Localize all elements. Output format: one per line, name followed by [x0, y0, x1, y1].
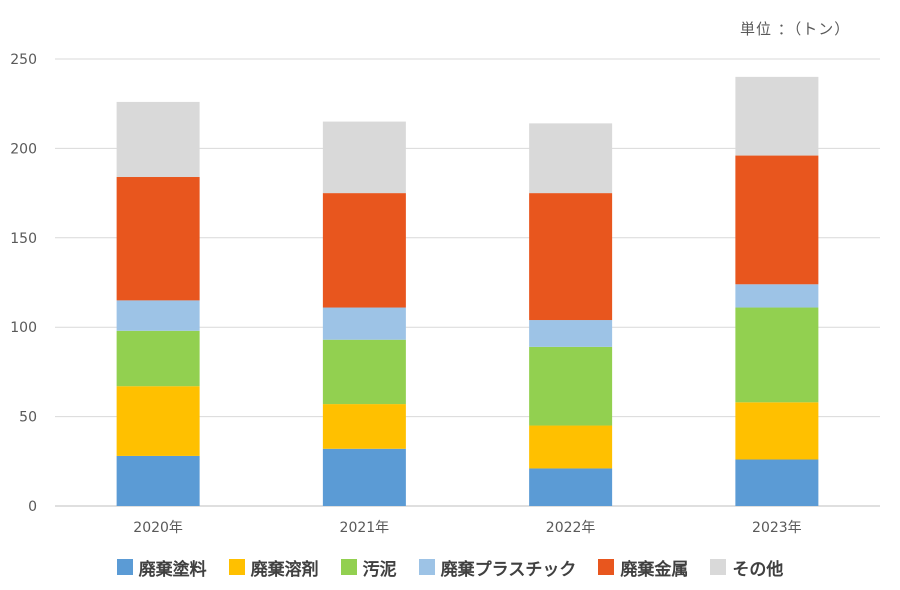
legend-swatch	[598, 559, 615, 575]
legend-label: 廃棄金属	[620, 559, 689, 580]
legend-swatch	[228, 559, 245, 575]
x-tick-label: 2022年	[546, 520, 596, 536]
bar-segment	[735, 307, 819, 403]
bar-segment	[116, 386, 200, 456]
bar-segment	[529, 346, 613, 426]
unit-label: 単位 ：（トン）	[740, 20, 851, 38]
legend: 廃棄塗料 廃棄溶剤 汚泥 廃棄プラスチック 廃棄金属 その他	[0, 554, 900, 580]
legend-label: 汚泥	[362, 559, 397, 580]
legend-item: 汚泥	[340, 555, 397, 580]
legend-item: その他	[710, 555, 783, 580]
bar-segment	[529, 468, 613, 506]
legend-item: 廃棄金属	[598, 555, 688, 580]
legend-item: 廃棄溶剤	[228, 555, 319, 580]
bar-segment	[116, 101, 200, 178]
y-tick-label: 50	[19, 410, 37, 426]
bar-segment	[735, 402, 819, 460]
legend-label: 廃棄プラスチック	[440, 559, 577, 580]
y-tick-label: 100	[10, 320, 37, 336]
bar-segment	[322, 121, 406, 194]
bar-segment	[322, 307, 406, 340]
bar-segment	[322, 404, 406, 449]
bar-segment	[322, 339, 406, 405]
bar-segment	[322, 193, 406, 308]
x-tick-label: 2021年	[340, 520, 390, 536]
bar-segment	[116, 300, 200, 331]
legend-swatch	[116, 559, 133, 575]
legend-swatch	[418, 559, 435, 575]
bar-segment	[322, 448, 406, 506]
bar-segment	[529, 320, 613, 347]
legend-swatch	[340, 559, 357, 575]
legend-item: 廃棄プラスチック	[418, 555, 577, 580]
legend-label: 廃棄塗料	[138, 559, 207, 580]
y-tick-label: 150	[10, 231, 37, 247]
bar-segment	[116, 330, 200, 387]
bar-segment	[735, 459, 819, 506]
x-axis: 2020年 2021年 2022年 2023年	[133, 520, 801, 536]
y-tick-label: 0	[28, 499, 37, 515]
bar-segment	[735, 76, 819, 156]
bar-segment	[529, 123, 613, 194]
bar-segment	[735, 284, 819, 308]
bar-segment	[116, 455, 200, 506]
y-tick-label: 200	[10, 141, 37, 157]
y-tick-label: 250	[10, 52, 37, 68]
bars	[116, 76, 819, 506]
x-tick-label: 2020年	[133, 520, 183, 536]
bar-segment	[529, 425, 613, 469]
legend-item: 廃棄塗料	[116, 555, 207, 580]
bar-segment	[529, 193, 613, 321]
legend-label: その他	[732, 559, 784, 580]
bar-segment	[116, 177, 200, 301]
bar-segment	[735, 155, 819, 285]
legend-swatch	[710, 559, 727, 575]
x-tick-label: 2023年	[752, 520, 802, 536]
y-axis: 0 50 100 150 200 250	[10, 52, 37, 515]
legend-label: 廃棄溶剤	[250, 559, 319, 580]
